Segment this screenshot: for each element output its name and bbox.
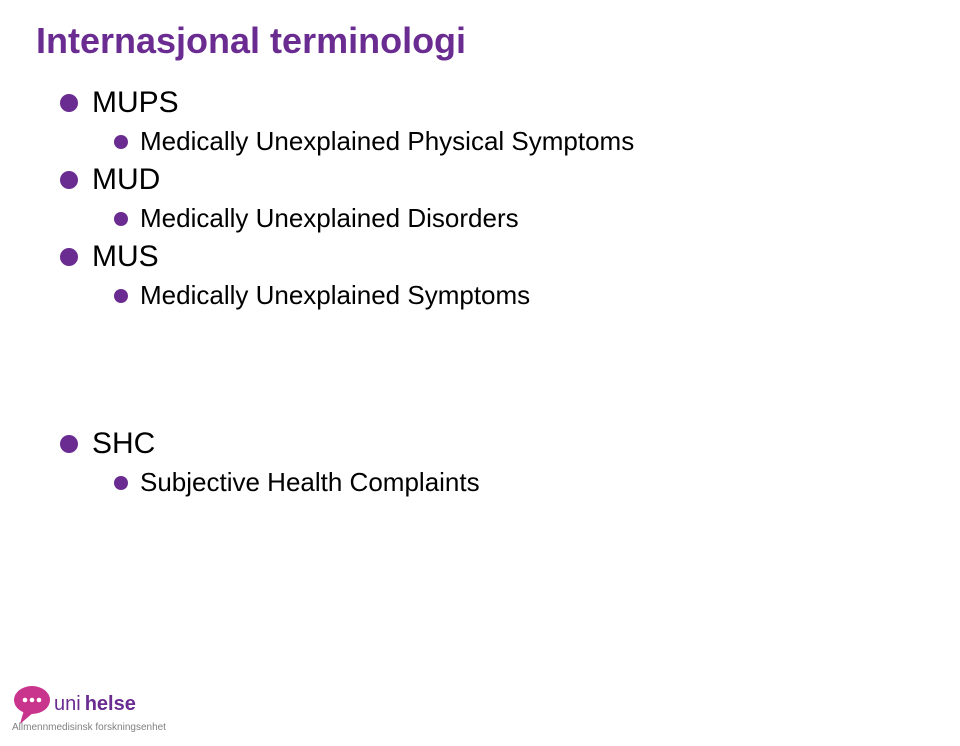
- disc-icon: [114, 476, 128, 490]
- disc-icon: [60, 94, 78, 112]
- l1-label: MUS: [92, 240, 159, 274]
- bullet-l2-mus-def: Medically Unexplained Symptoms: [114, 280, 634, 311]
- bullet-l1-shc: SHC: [60, 427, 634, 461]
- bullet-l2-shc-def: Subjective Health Complaints: [114, 467, 634, 498]
- l2-label: Medically Unexplained Physical Symptoms: [140, 126, 634, 157]
- disc-icon: [114, 135, 128, 149]
- bullet-l1-mus: MUS: [60, 240, 634, 274]
- dot-icon: [23, 698, 28, 703]
- disc-icon: [114, 289, 128, 303]
- disc-icon: [60, 248, 78, 266]
- bullet-l2-mups-def: Medically Unexplained Physical Symptoms: [114, 126, 634, 157]
- l1-label: MUPS: [92, 86, 179, 120]
- dot-icon: [37, 698, 42, 703]
- bullet-l1-mups: MUPS: [60, 86, 634, 120]
- dot-icon: [30, 698, 35, 703]
- l1-label: MUD: [92, 163, 160, 197]
- disc-icon: [60, 435, 78, 453]
- disc-icon: [114, 212, 128, 226]
- l1-label: SHC: [92, 427, 155, 461]
- brand-text: unihelse: [54, 693, 136, 715]
- bullet-l2-mud-def: Medically Unexplained Disorders: [114, 203, 634, 234]
- l2-label: Medically Unexplained Disorders: [140, 203, 519, 234]
- slide-title: Internasjonal terminologi: [36, 20, 466, 62]
- disc-icon: [60, 171, 78, 189]
- l2-label: Medically Unexplained Symptoms: [140, 280, 530, 311]
- brand-logo: unihelse Allmennmedisinsk forskningsenhe…: [10, 680, 210, 736]
- slide-content: MUPS Medically Unexplained Physical Symp…: [60, 86, 634, 504]
- brand-subtitle: Allmennmedisinsk forskningsenhet: [12, 722, 166, 733]
- l2-label: Subjective Health Complaints: [140, 467, 480, 498]
- bullet-l1-mud: MUD: [60, 163, 634, 197]
